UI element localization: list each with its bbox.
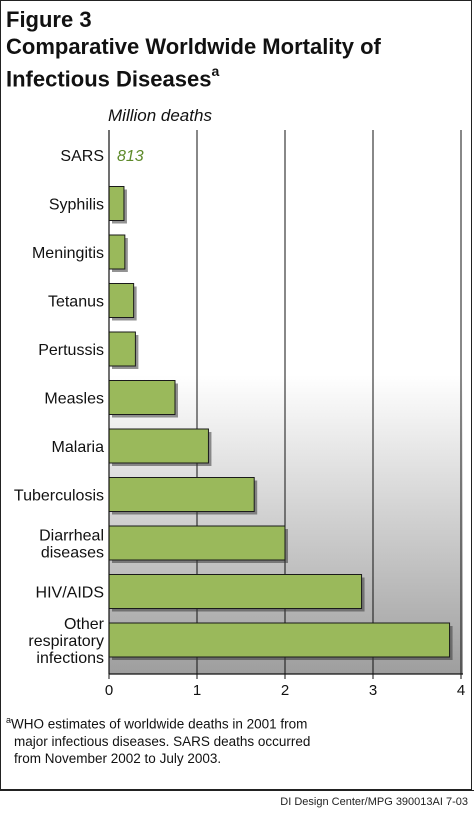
category-label-other-respiratory-infections-line-1: Other	[64, 616, 105, 633]
bar-malaria	[108, 428, 209, 464]
figure-frame	[0, 0, 472, 790]
design-credit: DI Design Center/MPG 390013AI 7-03	[280, 796, 468, 808]
footnote-line-1-text: WHO estimates of worldwide deaths in 200…	[11, 716, 308, 732]
category-label-meningitis: Meningitis	[32, 245, 104, 262]
footer-rule	[0, 790, 474, 791]
category-labels: 813 SARS Syphilis Meningitis Tetanus Pertussi…	[14, 148, 144, 667]
bar-other-respiratory-infections	[108, 622, 451, 658]
figure-title: Figure 3 Comparative Worldwide Mortality…	[6, 6, 381, 92]
category-label-syphilis: Syphilis	[49, 197, 104, 214]
x-tick-label-0: 0	[105, 682, 113, 699]
data-label-sars: 813	[117, 148, 144, 165]
bar-tetanus	[108, 283, 135, 318]
unit-label: Million deaths	[108, 106, 212, 125]
bar-tuberculosis	[108, 477, 255, 512]
bar-hiv-aids	[108, 574, 363, 609]
category-label-other-respiratory-infections-line-3: infections	[36, 650, 104, 667]
bar-measles	[108, 380, 176, 415]
x-tick-label-2: 2	[281, 682, 289, 699]
bar-meningitis	[108, 234, 126, 270]
category-label-pertussis: Pertussis	[38, 342, 104, 359]
x-tick-label-3: 3	[369, 682, 377, 699]
category-label-hiv-aids: HIV/AIDS	[36, 585, 104, 602]
bar-pertussis	[108, 331, 136, 367]
x-tick-label-1: 1	[193, 682, 201, 699]
category-label-tetanus: Tetanus	[48, 294, 104, 311]
footnote-line-3: from November 2002 to July 2003.	[14, 750, 222, 766]
x-axis: 0 1 2 3 4	[105, 130, 465, 699]
footnote-marker: a	[6, 715, 12, 725]
category-label-diarrheal-diseases-line-1: Diarrheal	[39, 528, 104, 545]
bars	[108, 186, 453, 660]
category-label-diarrheal-diseases-line-2: diseases	[41, 545, 104, 562]
x-tick-label-4: 4	[457, 682, 465, 699]
category-label-other-respiratory-infections-line-2: respiratory	[28, 633, 104, 650]
footnote-line-1: aWHO estimates of worldwide deaths in 20…	[6, 712, 446, 733]
category-label-measles: Measles	[44, 391, 104, 408]
category-label-sars: SARS	[60, 148, 104, 165]
title-line-2: Infectious Diseasesa	[6, 60, 381, 92]
chart-svg: 0 1 2 3 4 813 SARS Syphilis Meningitis Tetanus Pe…	[14, 130, 465, 699]
bar-diarrheal-diseases	[108, 525, 286, 561]
category-label-malaria: Malaria	[52, 439, 105, 456]
category-label-tuberculosis: Tuberculosis	[14, 488, 104, 505]
footnote-line-2: major infectious diseases. SARS deaths o…	[14, 733, 311, 749]
title-footnote-marker: a	[211, 63, 220, 79]
footnote: aWHO estimates of worldwide deaths in 20…	[6, 712, 446, 767]
title-line-1: Comparative Worldwide Mortality of	[6, 34, 381, 59]
figure-label: Figure 3	[6, 7, 92, 32]
title-line-2-text: Infectious Diseases	[6, 66, 212, 92]
bar-syphilis	[108, 186, 125, 221]
